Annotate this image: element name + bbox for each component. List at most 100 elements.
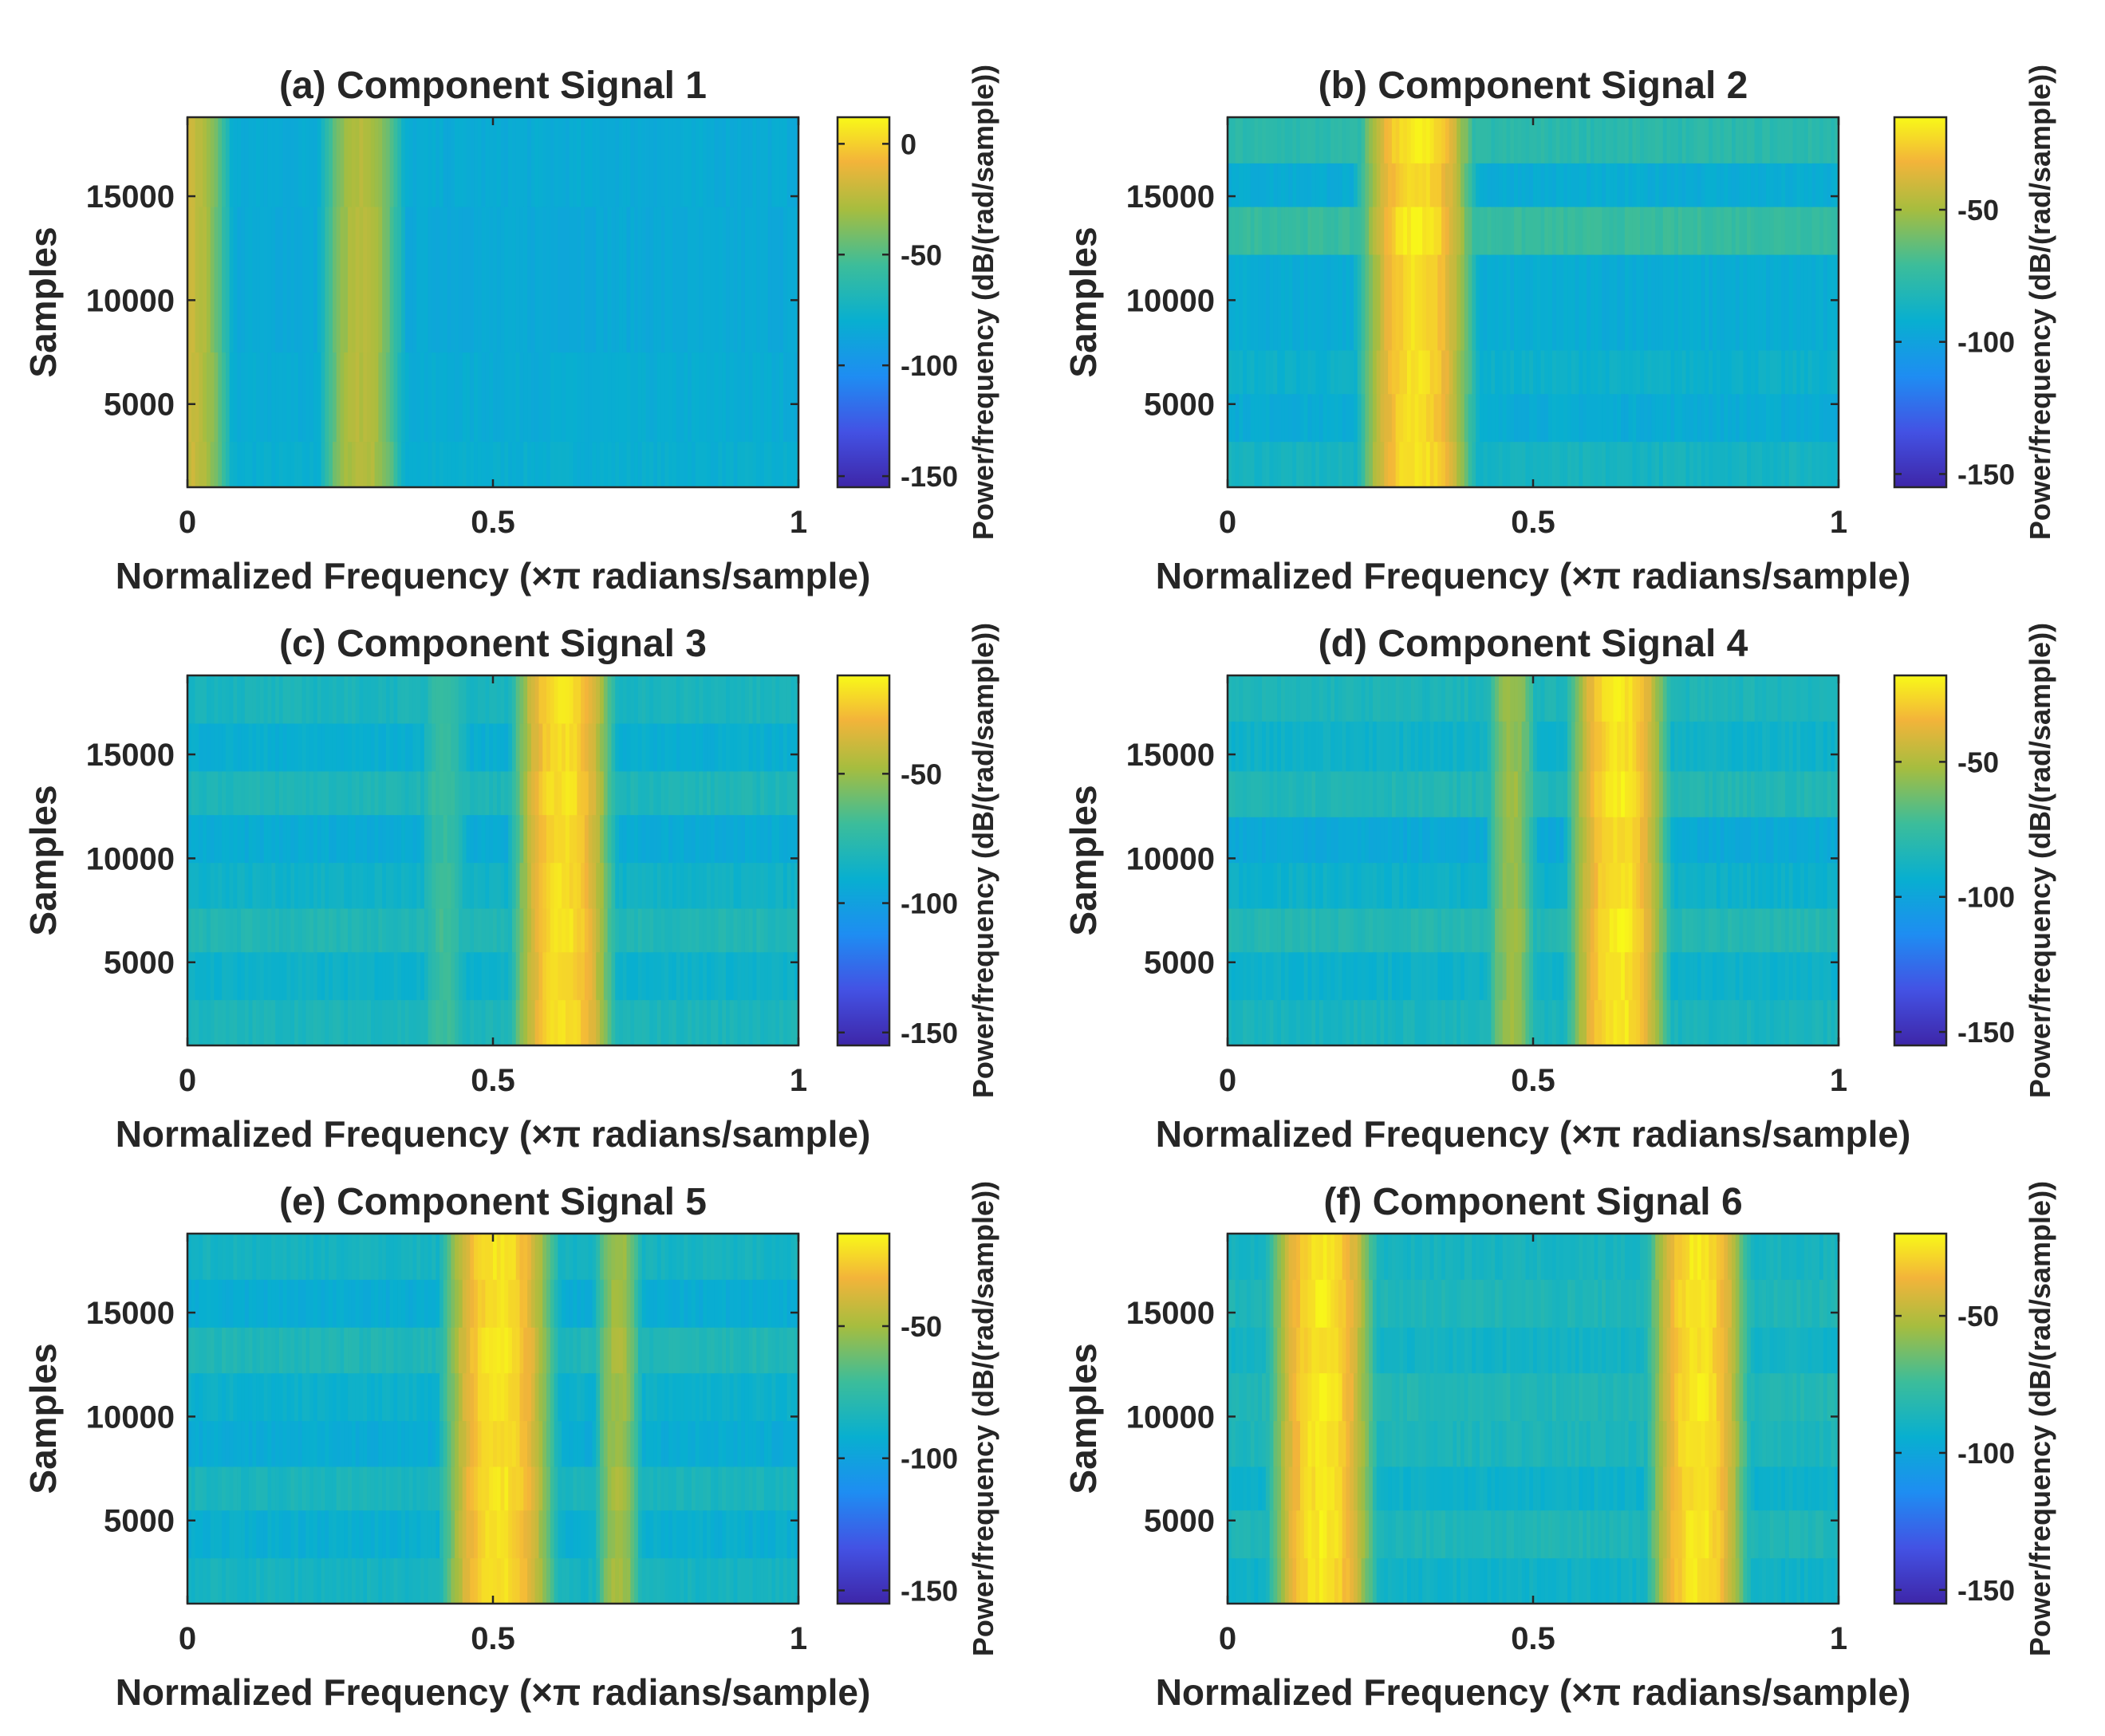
heatmap-cell xyxy=(737,999,742,1046)
heatmap-cell xyxy=(1506,951,1511,1001)
heatmap-cell xyxy=(771,770,776,816)
heatmap-cell xyxy=(634,675,639,724)
heatmap-cell xyxy=(382,352,387,443)
heatmap-cell xyxy=(1823,349,1828,395)
heatmap-cell xyxy=(615,675,620,724)
heatmap-cell xyxy=(282,951,288,1001)
heatmap-cell xyxy=(1258,441,1263,488)
heatmap-cell xyxy=(1441,393,1446,443)
heatmap-cell xyxy=(329,907,333,953)
heatmap-cell xyxy=(756,1466,761,1511)
heatmap-cell xyxy=(1479,862,1484,909)
heatmap-cell xyxy=(573,907,577,953)
heatmap-cell xyxy=(760,1466,765,1511)
heatmap-cell xyxy=(1716,441,1721,488)
heatmap-cell xyxy=(1239,817,1244,864)
heatmap-cell xyxy=(1460,999,1465,1046)
heatmap-cell xyxy=(385,441,391,488)
heatmap-cell xyxy=(241,814,246,864)
heatmap-cell xyxy=(1273,999,1278,1046)
heatmap-cell xyxy=(1647,163,1653,207)
heatmap-cell xyxy=(294,862,299,909)
heatmap-cell xyxy=(1529,163,1534,207)
heatmap-cell xyxy=(1674,817,1679,864)
heatmap-cell xyxy=(404,675,410,724)
heatmap-cell xyxy=(233,441,238,488)
heatmap-cell xyxy=(1464,207,1469,255)
heatmap-cell xyxy=(1811,393,1816,443)
heatmap-cell xyxy=(691,352,696,443)
heatmap-cell xyxy=(1544,770,1549,817)
heatmap-cell xyxy=(760,722,765,772)
heatmap-cell xyxy=(1346,207,1350,255)
heatmap-cell xyxy=(1353,117,1358,163)
heatmap-cell xyxy=(1407,675,1412,722)
heatmap-cell xyxy=(1540,441,1545,488)
heatmap-cell xyxy=(420,907,425,953)
heatmap-cell xyxy=(573,1557,577,1604)
heatmap-cell xyxy=(1583,117,1587,163)
heatmap-cells xyxy=(187,117,799,488)
heatmap-cell xyxy=(229,814,235,864)
heatmap-cell xyxy=(1579,862,1583,909)
heatmap-cell xyxy=(1457,907,1461,953)
heatmap-cell xyxy=(600,907,605,953)
heatmap-cell xyxy=(374,1420,379,1467)
heatmap-cell xyxy=(1502,117,1508,163)
heatmap-cell xyxy=(1655,951,1660,1001)
heatmap-cell xyxy=(714,675,719,724)
heatmap-cell xyxy=(225,999,231,1046)
heatmap-cell xyxy=(1273,721,1278,772)
heatmap-cell xyxy=(1429,951,1435,1001)
x-axis-label: Normalized Frequency (×π radians/sample) xyxy=(116,1113,871,1155)
heatmap-cell xyxy=(451,999,455,1046)
heatmap-cell xyxy=(1491,393,1496,443)
heatmap-cell xyxy=(1617,163,1622,207)
heatmap-cell xyxy=(703,907,708,953)
heatmap-cell xyxy=(1613,817,1618,864)
heatmap-cell xyxy=(1709,770,1713,817)
heatmap-cell xyxy=(397,722,402,772)
heatmap-cell xyxy=(408,1557,414,1604)
heatmap-cell xyxy=(703,1510,708,1559)
heatmap-cell xyxy=(348,907,353,953)
heatmap-cell xyxy=(699,1510,704,1559)
heatmap-cell xyxy=(1731,951,1736,1001)
heatmap-cell xyxy=(752,951,757,1001)
heatmap-cell xyxy=(489,207,494,353)
heatmap-cell xyxy=(588,722,593,772)
heatmap-cell xyxy=(1483,907,1488,953)
heatmap-cell xyxy=(474,441,479,488)
heatmap-cell xyxy=(393,441,398,488)
heatmap-cell xyxy=(259,1557,265,1604)
heatmap-cell xyxy=(1575,441,1580,488)
heatmap-cell xyxy=(1391,675,1397,722)
heatmap-cell xyxy=(1288,721,1293,772)
heatmap-cell xyxy=(1243,721,1248,772)
heatmap-cell xyxy=(1525,393,1530,443)
heatmap-cell xyxy=(1681,393,1687,443)
heatmap-cell xyxy=(527,907,532,953)
heatmap-cell xyxy=(581,907,585,953)
heatmap-cell xyxy=(1563,817,1568,864)
heatmap-cell xyxy=(1796,907,1801,953)
heatmap-cell xyxy=(313,117,318,207)
heatmap-cell xyxy=(1338,907,1343,953)
heatmap-cell xyxy=(389,951,395,1001)
heatmap-cell xyxy=(1350,441,1354,488)
heatmap-cell xyxy=(722,117,727,207)
heatmap-cell xyxy=(404,722,410,772)
heatmap-cell xyxy=(401,907,406,953)
heatmap-cell xyxy=(1544,862,1549,909)
heatmap-cell xyxy=(248,1510,253,1559)
heatmap-cell xyxy=(684,722,688,772)
heatmap-cell xyxy=(1277,862,1282,909)
heatmap-cell xyxy=(569,207,574,353)
heatmap-cell xyxy=(1788,907,1794,953)
heatmap-cell xyxy=(569,675,574,724)
heatmap-cell xyxy=(374,675,379,724)
heatmap-cell xyxy=(1326,817,1331,864)
heatmap-cell xyxy=(680,814,684,864)
heatmap-cell xyxy=(1457,862,1461,909)
heatmap-cell xyxy=(1555,117,1561,163)
